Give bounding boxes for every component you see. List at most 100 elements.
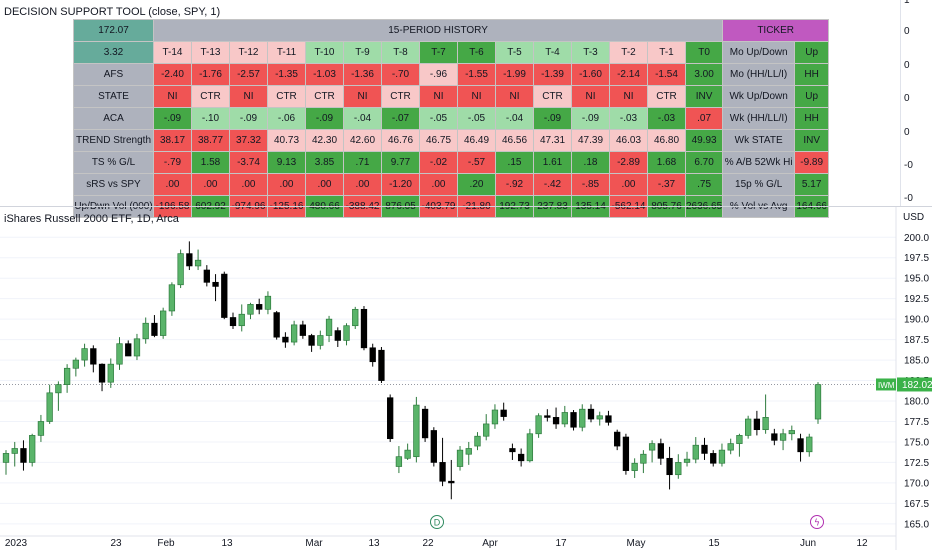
price-axis-label: 175.0	[904, 437, 929, 448]
candle	[168, 284, 176, 312]
table-cell: -.06	[267, 107, 306, 130]
table-cell: NI	[571, 85, 610, 108]
table-cell: 40.73	[267, 129, 306, 152]
candle	[745, 418, 752, 436]
time-axis-label: 15	[708, 538, 720, 549]
table-cell: .00	[343, 173, 382, 196]
candle	[509, 448, 516, 453]
price-chart[interactable]: 200.0197.5195.0192.5190.0187.5185.0182.5…	[0, 207, 932, 550]
row-label: TREND Strength	[73, 129, 154, 152]
history-header: 15-PERIOD HISTORY	[152, 19, 724, 42]
candle	[631, 462, 638, 471]
ticker-metric-label: Wk (HH/LL/I)	[722, 107, 796, 130]
table-row: sRS vs SPY .00.00.00.00.00.00 -1.20.00.20-…	[73, 173, 830, 196]
candle	[177, 253, 184, 286]
ticker-metric-value: -9.89	[794, 151, 830, 174]
table-cell: T-13	[191, 41, 230, 64]
ticker-metric-label: % A/B 52Wk Hi	[722, 151, 796, 174]
table-cell: T-11	[267, 41, 306, 64]
table-cell: .20	[457, 173, 496, 196]
table-cell: 3.00	[684, 63, 724, 86]
table-cell: 1.58	[191, 151, 230, 174]
table-cell: -.92	[495, 173, 534, 196]
candle	[675, 462, 682, 476]
time-axis-label: 13	[368, 538, 380, 549]
table-cell: -.04	[495, 107, 534, 130]
table-cell: -.05	[457, 107, 496, 130]
table-cell: -2.89	[609, 151, 648, 174]
candle	[701, 444, 708, 454]
table-cell: NI	[153, 85, 192, 108]
candle	[474, 435, 481, 447]
row-label: ACA	[73, 107, 154, 130]
candle	[360, 308, 368, 349]
candle	[203, 269, 210, 283]
candle	[605, 415, 612, 423]
ticker-metric-value: Up	[794, 85, 830, 108]
table-cell: 9.77	[381, 151, 420, 174]
candle	[517, 453, 525, 462]
table-cell: CTR	[267, 85, 306, 108]
candle	[579, 408, 586, 428]
indicator-price-axis[interactable]: 1 0 0 0 0 -0 -0	[900, 0, 932, 207]
candle	[290, 324, 298, 343]
ticker-tag-label: IWM	[878, 381, 895, 390]
candle	[369, 347, 376, 363]
candle	[552, 417, 560, 425]
price-axis-label: 172.5	[904, 458, 929, 469]
time-axis-label: 17	[555, 538, 567, 549]
axis-divider	[900, 0, 901, 207]
table-cell: NI	[457, 85, 496, 108]
table-cell: CTR	[305, 85, 344, 108]
ticker-metric-value: Up	[794, 41, 830, 64]
table-cell: NI	[495, 85, 534, 108]
indicator-pane: DECISION SUPPORT TOOL (close, SPY, 1) 17…	[0, 0, 932, 218]
candle	[20, 448, 27, 463]
candle	[160, 310, 167, 336]
candle	[570, 412, 577, 428]
table-cell: -.03	[609, 107, 648, 130]
candle	[151, 322, 158, 336]
table-cell: -3.74	[229, 151, 268, 174]
table-cell: -.79	[153, 151, 192, 174]
table-cell: .00	[153, 173, 192, 196]
table-cell: 46.75	[419, 129, 458, 152]
dividend-marker-icon[interactable]	[430, 515, 444, 529]
indicator-axis-label: 0	[904, 60, 910, 71]
row-label: 3.32	[73, 41, 154, 64]
table-cell: 1.61	[533, 151, 572, 174]
pane-separator[interactable]	[0, 206, 932, 207]
table-cell: -2.14	[609, 63, 648, 86]
candle	[282, 336, 289, 343]
table-cell: 46.49	[457, 129, 496, 152]
candle	[334, 330, 341, 341]
split-marker-icon[interactable]	[810, 515, 824, 529]
candle	[465, 448, 472, 455]
candle	[63, 367, 71, 385]
candle	[81, 348, 88, 361]
ticker-metric-value: HH	[794, 107, 830, 130]
table-cell: .18	[571, 151, 610, 174]
indicator-axis-label: -0	[904, 160, 913, 171]
table-cell: T0	[684, 41, 724, 64]
table-cell: -1.03	[305, 63, 344, 86]
table-row: 3.32 T-14 T-13 T-12 T-11 T-10 T-9 T-8 T-7 T-6 T-5 T…	[73, 41, 830, 64]
table-cell: NI	[609, 85, 648, 108]
candle	[116, 343, 123, 365]
table-cell: 6.70	[684, 151, 724, 174]
price-axis-label: 170.0	[904, 478, 929, 489]
symbol-title[interactable]: iShares Russell 2000 ETF, 1D, Arca	[4, 213, 179, 225]
price-cell: 172.07	[73, 19, 154, 42]
table-cell: 9.13	[267, 151, 306, 174]
candle	[325, 318, 333, 336]
indicator-title[interactable]: DECISION SUPPORT TOOL (close, SPY, 1)	[4, 6, 221, 18]
candle	[430, 430, 437, 463]
ticker-header: TICKER	[722, 19, 830, 42]
candle	[194, 259, 202, 267]
dividend-marker-label: D	[434, 518, 441, 528]
candle	[421, 408, 429, 439]
row-label: TS % G/L	[73, 151, 154, 174]
candle	[212, 281, 219, 287]
table-cell: -.57	[457, 151, 496, 174]
price-axis-label: 192.5	[904, 294, 929, 305]
